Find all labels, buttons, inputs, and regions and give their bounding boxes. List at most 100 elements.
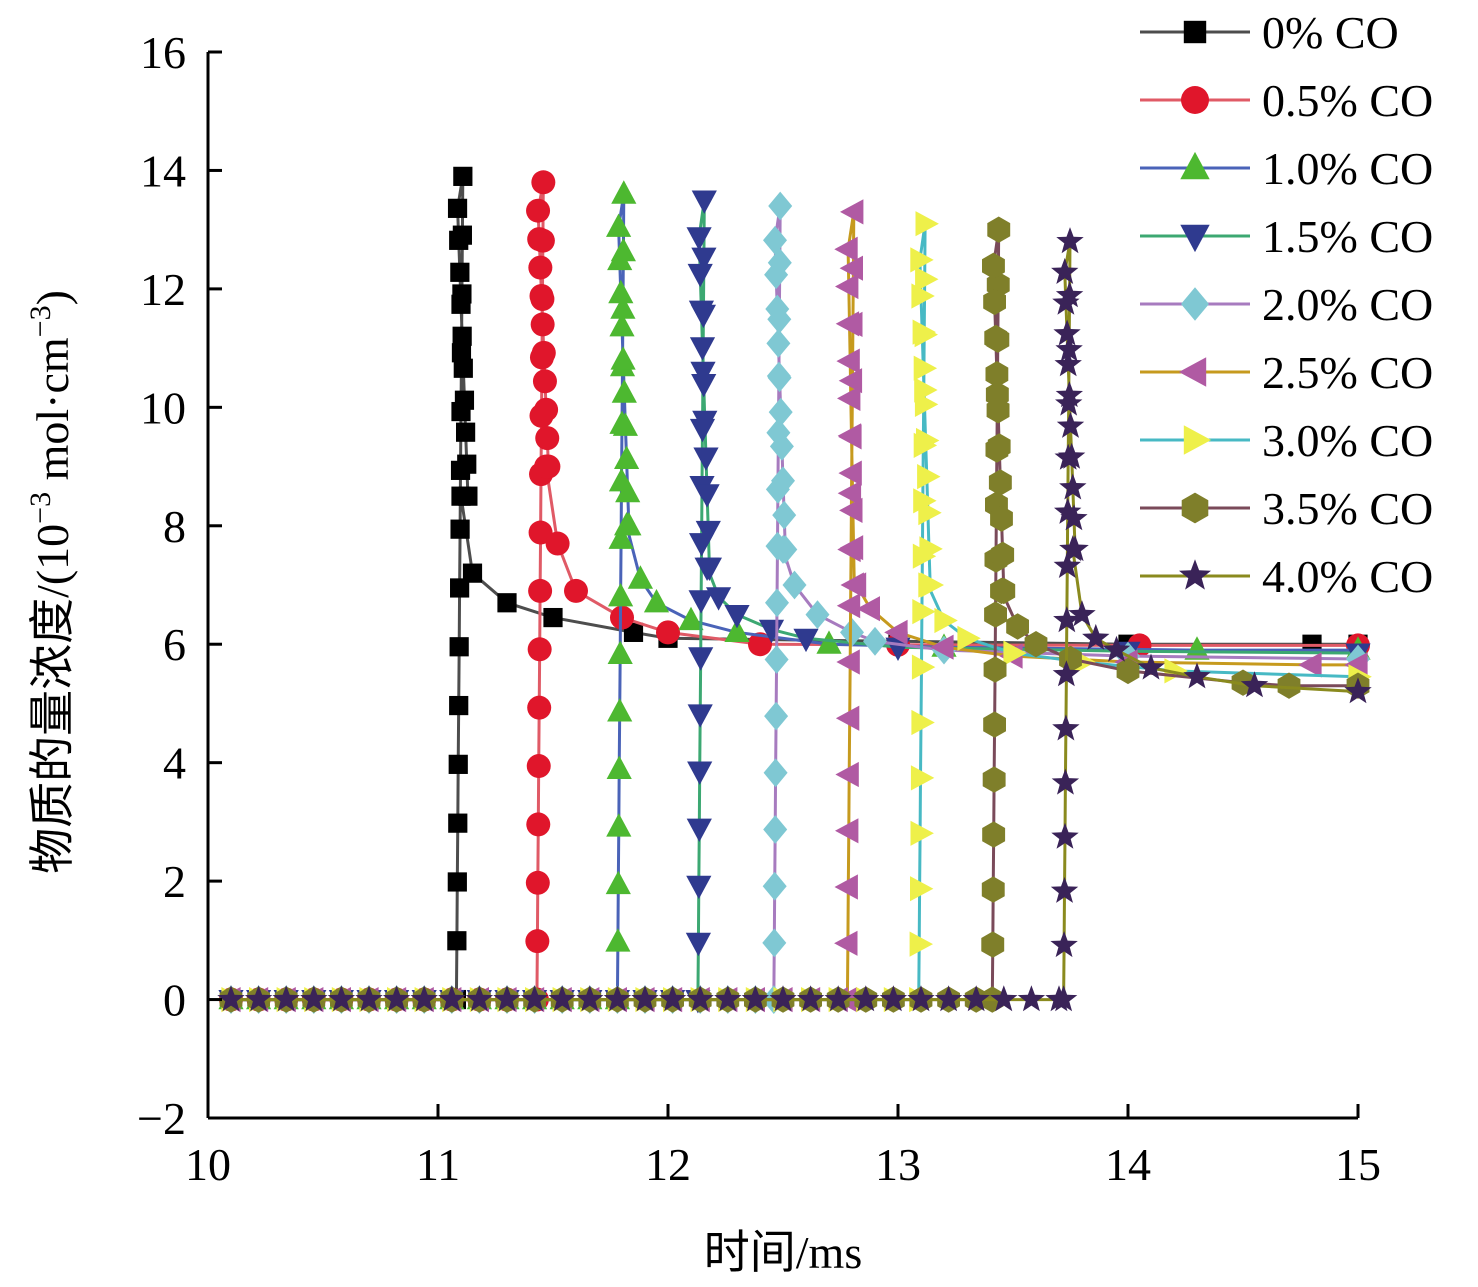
data-point-triangle-right bbox=[913, 355, 938, 381]
data-point-star bbox=[1060, 504, 1088, 531]
data-point-square bbox=[452, 326, 472, 346]
data-point-star bbox=[962, 985, 990, 1012]
data-point-triangle-down bbox=[686, 875, 712, 900]
y-tick-label: 8 bbox=[163, 501, 186, 552]
data-point-star bbox=[907, 985, 935, 1012]
legend-item: 1.5% CO bbox=[1140, 211, 1433, 262]
data-point-triangle-up bbox=[627, 565, 653, 589]
data-point-triangle-left bbox=[1298, 652, 1322, 678]
data-point-star bbox=[1056, 227, 1084, 254]
y-tick-label: −2 bbox=[137, 1093, 186, 1144]
data-point-triangle-right bbox=[915, 211, 939, 237]
data-point-star bbox=[1082, 623, 1110, 650]
data-point-circle bbox=[545, 531, 570, 556]
legend-label: 3.0% CO bbox=[1262, 415, 1433, 466]
data-point-star bbox=[1049, 985, 1078, 1012]
data-point-square bbox=[453, 358, 473, 378]
data-point-star bbox=[631, 985, 659, 1012]
data-point-star bbox=[1068, 600, 1096, 627]
data-point-triangle-up bbox=[606, 755, 632, 779]
legend-item: 1.0% CO bbox=[1140, 143, 1433, 194]
data-point-diamond bbox=[763, 225, 787, 255]
y-axis-title-prefix: 物质的量浓度/(10 bbox=[27, 524, 78, 874]
data-point-star bbox=[1053, 606, 1081, 633]
data-point-diamond bbox=[805, 600, 830, 629]
data-point-triangle-right bbox=[918, 500, 942, 526]
series-line bbox=[231, 241, 1359, 1002]
data-point-triangle-down bbox=[688, 590, 714, 614]
data-point-square bbox=[450, 262, 470, 282]
data-point-triangle-up bbox=[1184, 636, 1210, 660]
data-point-circle bbox=[531, 170, 556, 195]
data-point-diamond bbox=[762, 871, 787, 901]
legend-item: 2.5% CO bbox=[1140, 347, 1433, 398]
data-point-triangle-left bbox=[836, 593, 861, 619]
data-point-star bbox=[1137, 653, 1165, 680]
data-point-triangle-left bbox=[856, 596, 880, 622]
data-point-hexagon bbox=[1024, 631, 1048, 658]
data-point-hexagon bbox=[981, 931, 1005, 958]
data-point-triangle-up bbox=[614, 445, 640, 469]
legend-label: 2.5% CO bbox=[1262, 347, 1433, 398]
data-point-triangle-down bbox=[694, 557, 720, 581]
data-point-circle bbox=[1181, 86, 1209, 114]
data-point-circle bbox=[534, 397, 559, 422]
data-point-triangle-up bbox=[816, 630, 842, 654]
legend-item: 0% CO bbox=[1140, 7, 1399, 58]
data-point-square bbox=[462, 563, 483, 583]
data-point-square bbox=[456, 422, 476, 442]
data-point-hexagon bbox=[987, 216, 1011, 243]
data-point-circle bbox=[531, 340, 556, 365]
data-point-star bbox=[300, 985, 328, 1012]
series-line bbox=[231, 199, 1359, 1002]
legend-item: 4.0% CO bbox=[1140, 551, 1433, 602]
data-point-circle bbox=[526, 754, 551, 779]
data-point-diamond bbox=[762, 928, 787, 958]
data-point-triangle-left bbox=[839, 255, 863, 281]
legend: 0% CO 0.5% CO 1.0% CO 1.5% CO 2.0% CO 2.5% CO… bbox=[1140, 7, 1433, 602]
data-point-triangle-down bbox=[724, 605, 750, 629]
legend-item: 2.0% CO bbox=[1140, 279, 1433, 330]
data-point-triangle-down bbox=[685, 932, 711, 957]
data-point-hexagon bbox=[982, 766, 1006, 793]
data-point-triangle-down bbox=[689, 337, 716, 361]
data-point-triangle-right bbox=[934, 607, 958, 634]
data-point-star bbox=[714, 985, 742, 1012]
data-point-circle bbox=[529, 283, 554, 308]
y-axis-title-suffix: ) bbox=[27, 290, 78, 305]
data-point-triangle-left bbox=[838, 368, 863, 394]
data-point-circle bbox=[656, 620, 680, 645]
data-point-circle bbox=[748, 632, 772, 657]
data-point-square bbox=[457, 454, 477, 474]
data-point-hexagon bbox=[1181, 492, 1209, 524]
data-point-star bbox=[1052, 288, 1080, 315]
data-point-triangle-down bbox=[1180, 224, 1210, 253]
data-point-diamond bbox=[840, 618, 864, 647]
series-line bbox=[231, 205, 1359, 1002]
y-tick-label: 14 bbox=[140, 145, 186, 196]
data-point-square bbox=[543, 607, 563, 628]
y-axis-title: 物质的量浓度/(10−3 mol·cm−3) bbox=[24, 290, 78, 874]
data-point-diamond bbox=[764, 701, 789, 731]
data-point-star bbox=[934, 985, 963, 1012]
data-point-diamond bbox=[768, 397, 793, 427]
data-point-triangle-left bbox=[839, 497, 863, 523]
data-point-triangle-up bbox=[610, 346, 636, 370]
x-axis-title: 时间/ms bbox=[704, 1227, 862, 1278]
x-tick-label: 10 bbox=[185, 1139, 231, 1190]
data-point-star bbox=[1054, 497, 1082, 524]
data-point-hexagon bbox=[987, 433, 1011, 460]
data-point-triangle-down bbox=[706, 587, 732, 611]
data-point-triangle-up bbox=[611, 180, 637, 204]
data-point-triangle-down bbox=[686, 227, 712, 251]
data-point-triangle-up bbox=[605, 928, 631, 952]
data-point-hexagon bbox=[981, 876, 1005, 903]
data-point-circle bbox=[534, 454, 559, 479]
data-point-square bbox=[497, 593, 517, 613]
data-point-triangle-right bbox=[917, 464, 941, 490]
data-point-star bbox=[520, 985, 549, 1012]
data-point-triangle-right bbox=[919, 536, 943, 562]
data-point-circle bbox=[527, 695, 552, 720]
data-point-diamond bbox=[765, 588, 789, 618]
